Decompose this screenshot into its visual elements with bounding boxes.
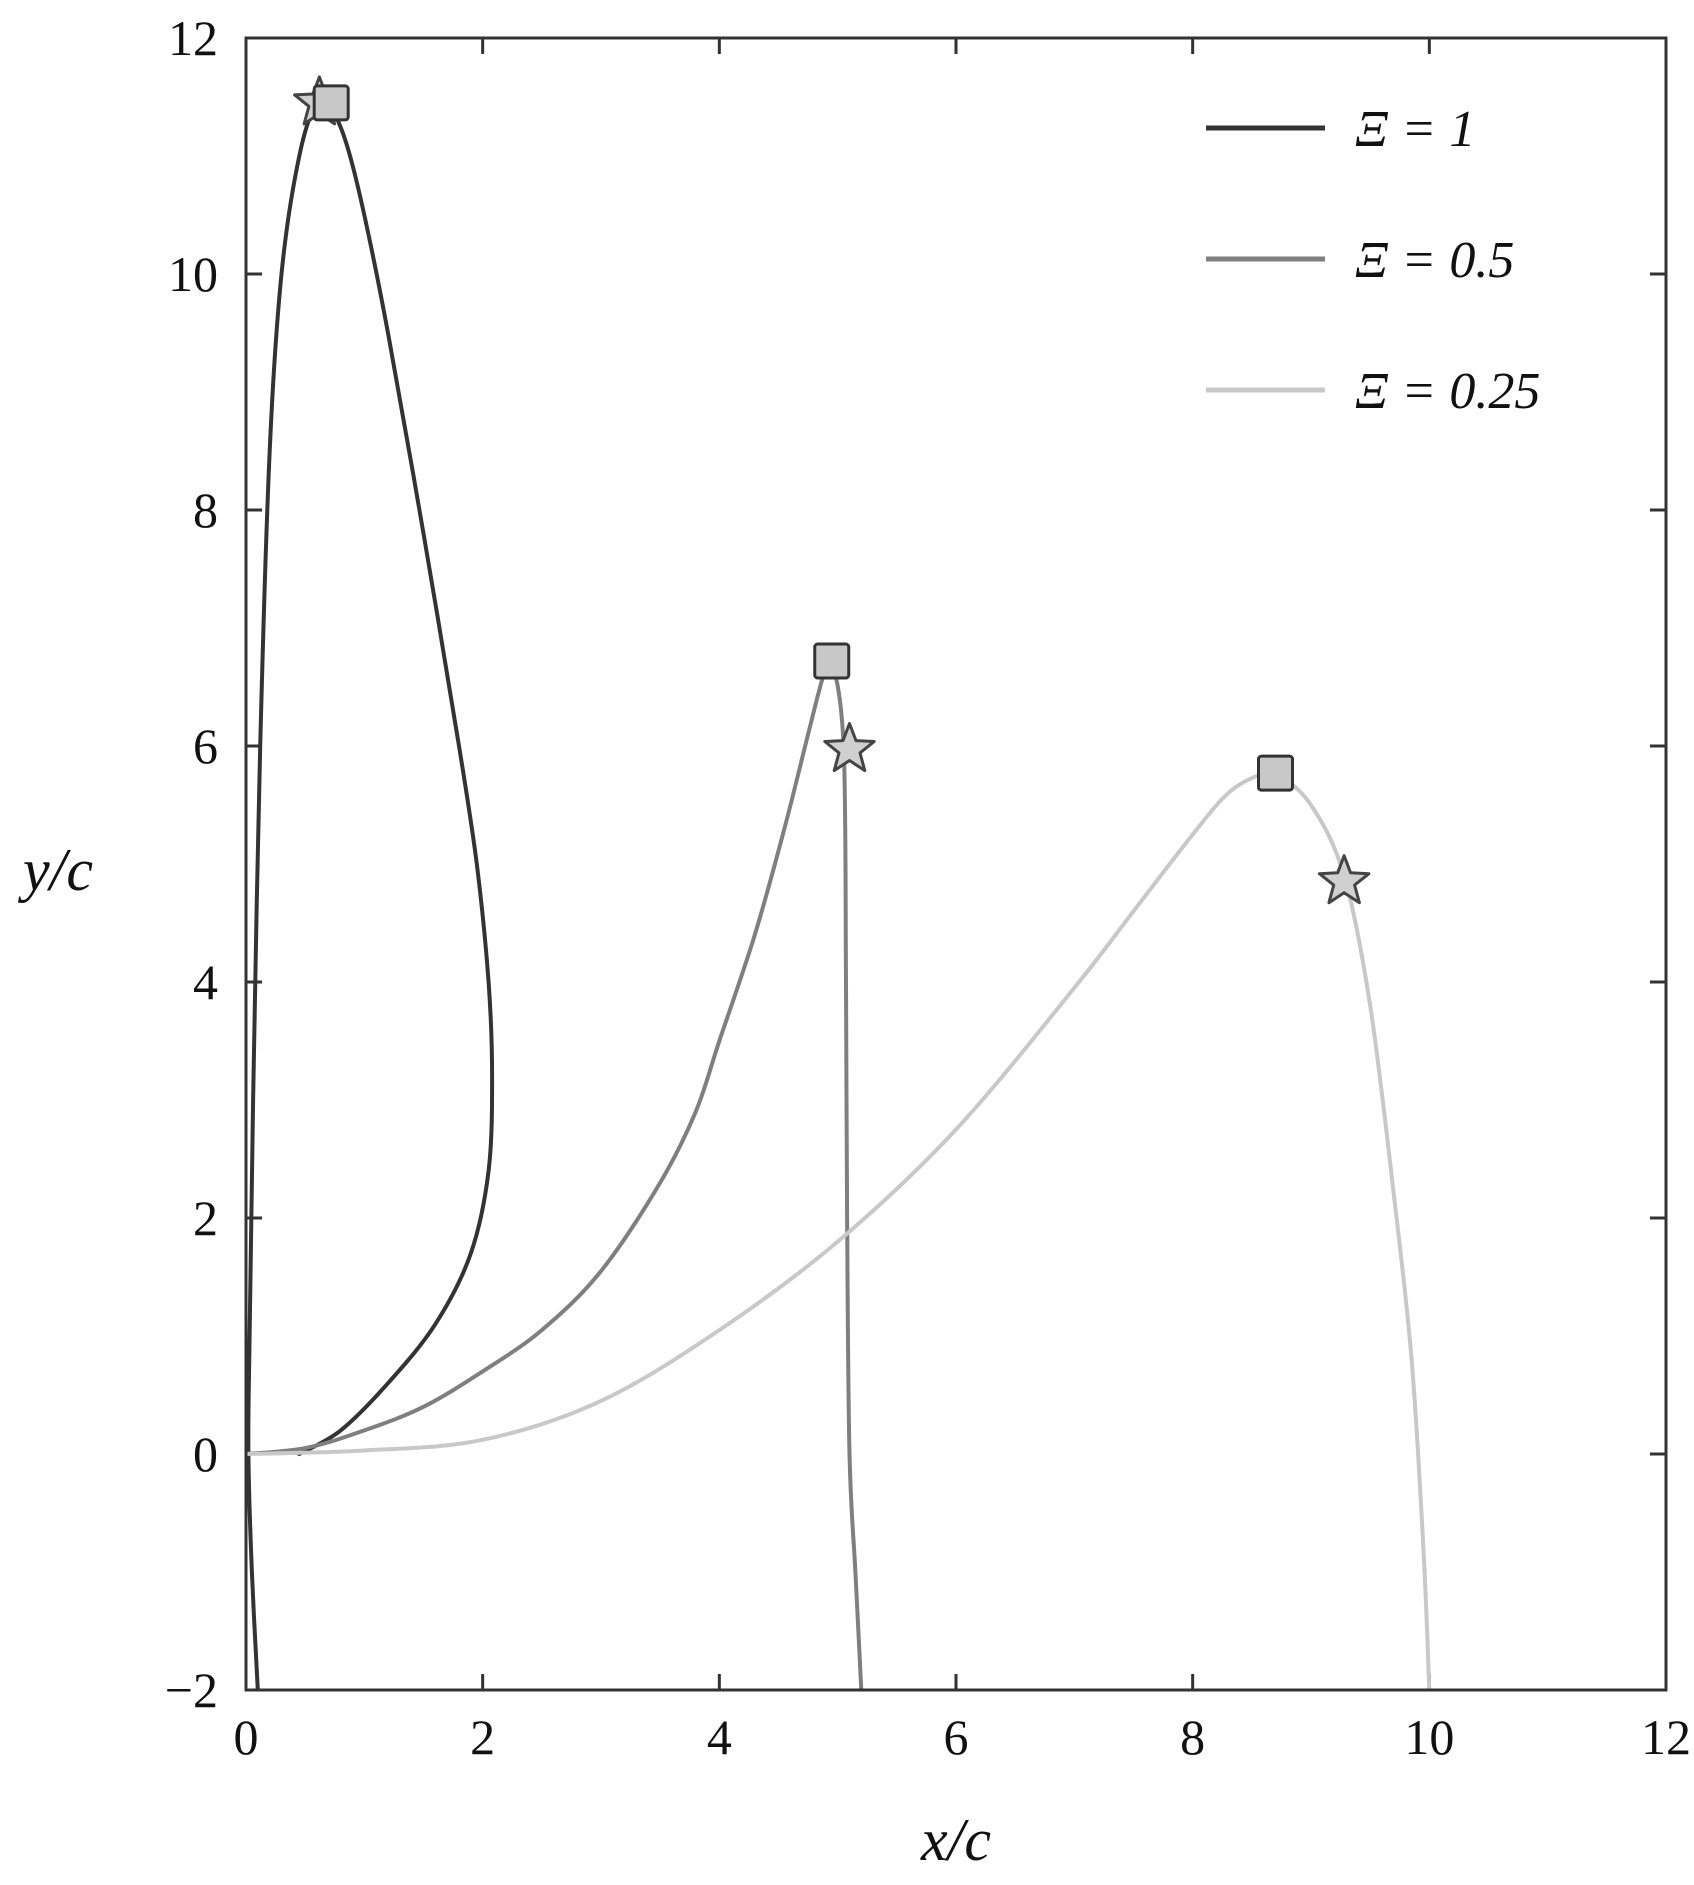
plot-frame <box>244 36 1668 1692</box>
x-axis-label: x/c <box>920 1807 991 1873</box>
series-3-square-marker <box>1257 754 1294 792</box>
legend: Ξ = 1 Ξ = 0.5 Ξ = 0.25 <box>1206 101 1540 420</box>
y-tick-label: 4 <box>193 954 218 1010</box>
plot-series <box>246 97 1432 1690</box>
y-tick-label: 2 <box>193 1190 218 1246</box>
series-2-square-marker <box>813 642 851 680</box>
legend-label-3: Ξ = 0.25 <box>1355 363 1540 420</box>
x-tick-label: 0 <box>234 1709 259 1765</box>
tick-labels: 0 2 4 6 8 10 12 −2 0 2 4 6 8 10 12 <box>165 10 1691 1765</box>
y-tick-label: 10 <box>168 246 218 302</box>
series-2-star-marker <box>823 722 876 773</box>
x-tick-label: 4 <box>707 1709 732 1765</box>
x-tick-label: 6 <box>944 1709 969 1765</box>
y-tick-label: 12 <box>168 10 218 66</box>
y-tick-label: 6 <box>193 718 218 774</box>
series-line-3 <box>246 768 1432 1690</box>
x-tick-label: 10 <box>1404 1709 1454 1765</box>
series-3-star-marker <box>1317 854 1371 905</box>
x-tick-label: 2 <box>470 1709 495 1765</box>
series-1-square-marker <box>312 84 350 122</box>
legend-label-1: Ξ = 1 <box>1355 101 1475 158</box>
y-tick-label: 8 <box>193 482 218 538</box>
y-axis-label: y/c <box>17 837 93 903</box>
legend-label-2: Ξ = 0.5 <box>1355 232 1514 289</box>
x-tick-label: 12 <box>1641 1709 1691 1765</box>
series-line-2 <box>246 654 864 1690</box>
series-line-1 <box>246 97 495 1690</box>
x-tick-label: 8 <box>1180 1709 1205 1765</box>
plot-markers <box>293 75 1371 905</box>
y-tick-label: 0 <box>193 1426 218 1482</box>
y-tick-label: −2 <box>165 1662 218 1718</box>
